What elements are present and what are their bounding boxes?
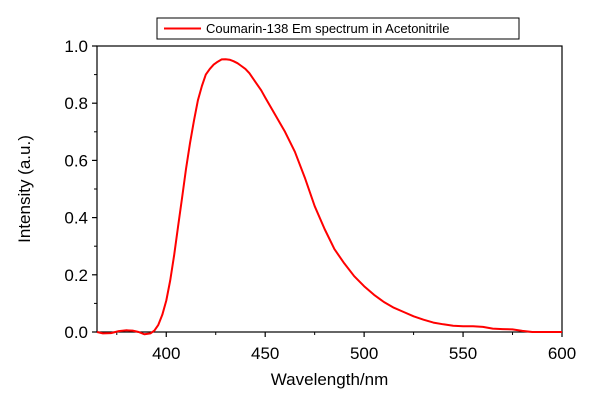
x-tick-label: 600	[548, 344, 576, 363]
x-axis-label: Wavelength/nm	[271, 370, 388, 389]
x-axis: 400 450 500 550 600	[116, 332, 576, 363]
y-tick-label: 0.2	[64, 266, 88, 285]
legend-box	[156, 17, 520, 40]
y-axis-label: Intensity (a.u.)	[15, 135, 34, 243]
x-tick-label: 500	[350, 344, 378, 363]
legend: Coumarin-138 Em spectrum in Acetonitrile	[156, 17, 520, 40]
x-tick-label: 450	[251, 344, 279, 363]
legend-label: Coumarin-138 Em spectrum in Acetonitrile	[206, 21, 450, 36]
y-tick-label: 0.8	[64, 94, 88, 113]
y-axis: 0.0 0.2 0.4 0.6 0.8 1.0	[64, 37, 97, 342]
y-tick-label: 0.4	[64, 209, 88, 228]
y-tick-label: 1.0	[64, 37, 88, 56]
x-tick-label: 550	[449, 344, 477, 363]
y-tick-label: 0.0	[64, 323, 88, 342]
series-line	[96, 58, 562, 336]
x-tick-label: 400	[152, 344, 180, 363]
plot-frame	[96, 45, 563, 333]
y-tick-label: 0.6	[64, 151, 88, 170]
